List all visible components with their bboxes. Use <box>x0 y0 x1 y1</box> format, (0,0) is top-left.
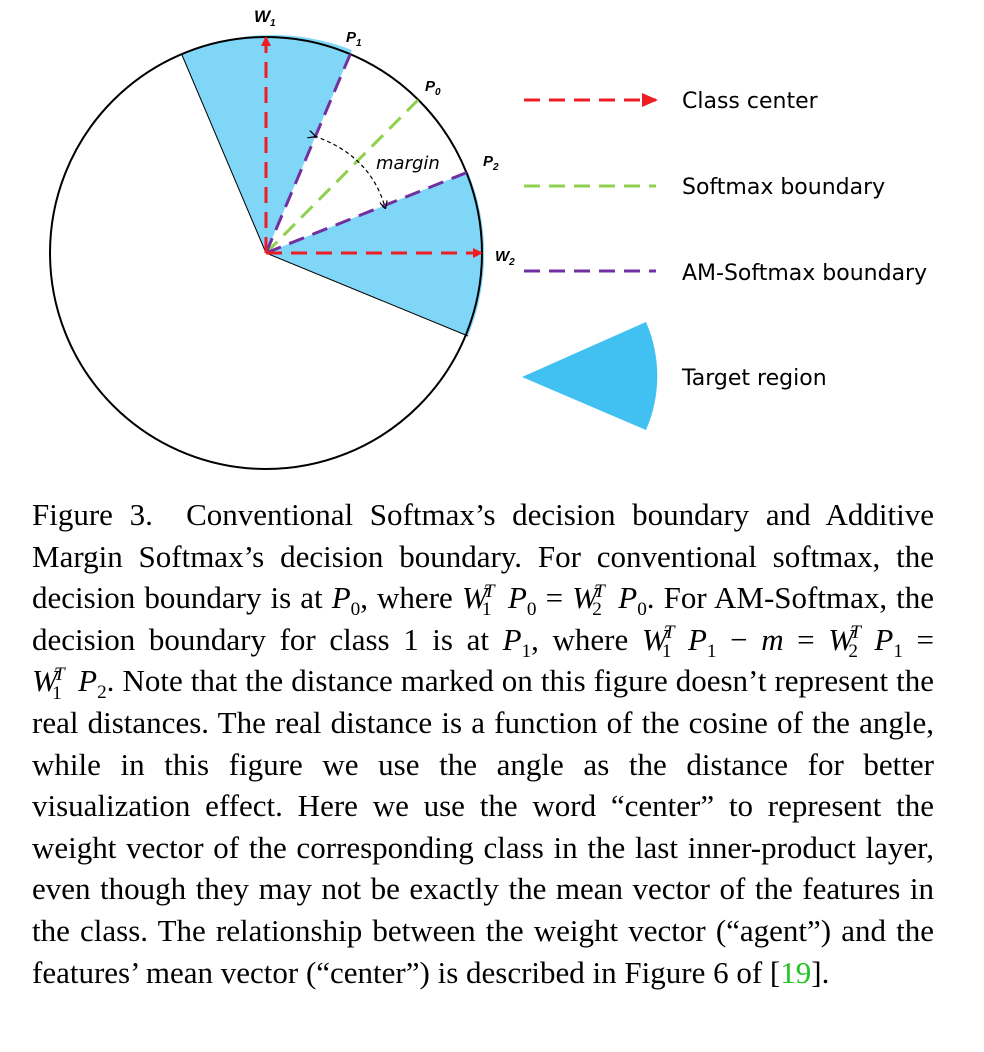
margin-arc <box>314 136 385 207</box>
p2-label: P2 <box>483 153 499 173</box>
p0-label: P0 <box>425 78 441 98</box>
legend-target-region-label: Target region <box>681 366 827 391</box>
figure-caption: Figure 3. Conventional Softmax’s decisio… <box>32 497 935 990</box>
legend-am-softmax-label: AM-Softmax boundary <box>682 261 927 286</box>
p1-label: P1 <box>346 29 362 49</box>
figure-diagram: margin W1 P1 P0 P2 W2 Class center Softm… <box>49 7 927 470</box>
am-softmax-boundary-p2 <box>265 170 469 255</box>
legend: Class center Softmax boundary AM-Softmax… <box>522 89 927 430</box>
caption-figure-label: Figure 3. <box>32 497 153 532</box>
region-edge <box>181 54 267 254</box>
citation-link-19[interactable]: 19 <box>780 954 812 990</box>
region-edge <box>265 252 469 337</box>
w1-label: W1 <box>254 7 276 29</box>
margin-label: margin <box>376 153 440 174</box>
legend-target-region-swatch <box>522 322 658 430</box>
legend-softmax-label: Softmax boundary <box>682 175 885 200</box>
legend-class-center-label: Class center <box>682 89 819 114</box>
w2-label: W2 <box>495 248 515 268</box>
